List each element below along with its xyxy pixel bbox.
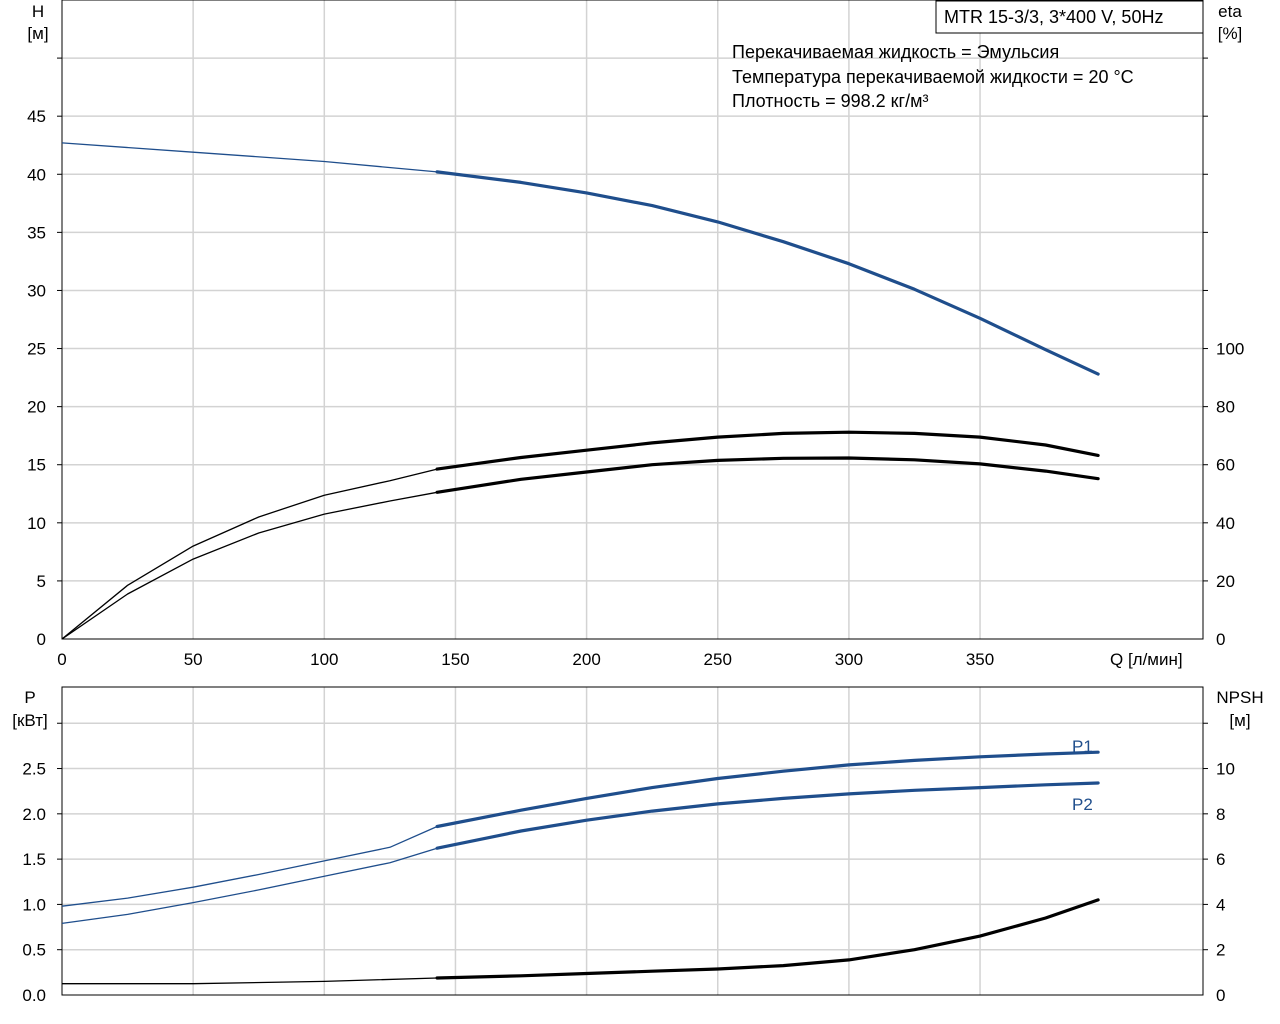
bottom-plot-frame xyxy=(61,686,1204,996)
p-axis-label-line1: P xyxy=(24,688,35,707)
bottom-left-tick-label: 0.5 xyxy=(22,941,46,960)
top-left-tick-label: 45 xyxy=(27,107,46,126)
top-left-tick-label: 30 xyxy=(27,281,46,300)
bottom-series-0-line xyxy=(435,750,1100,829)
bottom-right-tick-label: 0 xyxy=(1216,986,1225,1005)
bottom-series-2-line xyxy=(435,898,1100,980)
top-right-tick-label: 60 xyxy=(1216,456,1235,475)
x-tick-label: 0 xyxy=(57,650,66,669)
bottom-series-0-extrapolated-line xyxy=(61,825,438,907)
top-right-tick-label: 0 xyxy=(1216,630,1225,649)
bottom-right-tick-label: 2 xyxy=(1216,941,1225,960)
top-right-tick-label: 80 xyxy=(1216,398,1235,417)
bottom-series-1-extrapolated-line xyxy=(61,847,438,925)
bottom-grid xyxy=(62,687,1203,995)
x-tick-label: 100 xyxy=(310,650,338,669)
bottom-left-tick-label: 1.0 xyxy=(22,895,46,914)
top-ticks: 0 5 10 15 20 25 30 35 40 45 0 20 40 60 80 100 0 50 100 150 2… xyxy=(27,57,1244,669)
y-left-label-line1: H xyxy=(32,2,44,21)
x-tick-label: 50 xyxy=(184,650,203,669)
x-axis-label: Q [л/мин] xyxy=(1110,650,1183,669)
p-axis-label-line2: [кВт] xyxy=(12,711,47,730)
top-series-1-line xyxy=(435,430,1100,471)
top-left-tick-label: 0 xyxy=(37,630,46,649)
top-series xyxy=(61,142,1100,640)
chart-title: MTR 15-3/3, 3*400 V, 50Hz xyxy=(944,7,1163,27)
y-left-label-line2: [м] xyxy=(27,24,48,43)
bottom-left-tick-label: 1.5 xyxy=(22,850,46,869)
top-left-tick-label: 10 xyxy=(27,514,46,533)
x-tick-label: 350 xyxy=(966,650,994,669)
p1-series-label: P1 xyxy=(1072,737,1093,756)
bottom-right-tick-label: 4 xyxy=(1216,895,1225,914)
bottom-series-1-line xyxy=(435,781,1100,850)
top-grid xyxy=(62,0,1203,639)
top-right-tick-label: 20 xyxy=(1216,572,1235,591)
power-npsh-chart: 0.0 0.5 1.0 1.5 2.0 2.5 0 2 4 6 8 10 P [кВт] NPSH [… xyxy=(12,686,1264,1005)
x-tick-label: 200 xyxy=(572,650,600,669)
bottom-left-tick-label: 2.5 xyxy=(22,760,46,779)
top-series-2-line xyxy=(435,456,1100,494)
x-tick-label: 250 xyxy=(704,650,732,669)
bottom-right-tick-label: 10 xyxy=(1216,760,1235,779)
top-left-tick-label: 20 xyxy=(27,398,46,417)
x-tick-label: 300 xyxy=(835,650,863,669)
x-tick-label: 150 xyxy=(441,650,469,669)
top-left-tick-label: 5 xyxy=(37,572,46,591)
y-right-label-line1: eta xyxy=(1218,2,1242,21)
y-right-label-line2: [%] xyxy=(1218,24,1243,43)
top-series-1-extrapolated-line xyxy=(61,468,438,640)
bottom-right-tick-label: 6 xyxy=(1216,850,1225,869)
top-right-tick-label: 40 xyxy=(1216,514,1235,533)
bottom-left-tick-label: 2.0 xyxy=(22,805,46,824)
bottom-right-tick-label: 8 xyxy=(1216,805,1225,824)
top-plot-frame xyxy=(61,0,1204,640)
top-left-tick-label: 35 xyxy=(27,223,46,242)
bottom-series xyxy=(61,750,1100,985)
note-temperature: Температура перекачиваемой жидкости = 20… xyxy=(732,67,1134,87)
bottom-ticks: 0.0 0.5 1.0 1.5 2.0 2.5 0 2 4 6 8 10 xyxy=(22,722,1235,1005)
npsh-axis-label-line2: [м] xyxy=(1229,711,1250,730)
top-series-2-extrapolated-line xyxy=(61,491,438,640)
note-fluid: Перекачиваемая жидкость = Эмульсия xyxy=(732,42,1059,62)
note-density: Плотность = 998.2 кг/м³ xyxy=(732,91,928,111)
bottom-series-2-extrapolated-line xyxy=(62,977,438,985)
npsh-axis-label-line1: NPSH xyxy=(1216,688,1263,707)
top-series-0-extrapolated-line xyxy=(61,142,438,173)
top-left-tick-label: 40 xyxy=(27,165,46,184)
top-left-tick-label: 25 xyxy=(27,340,46,359)
title-box xyxy=(935,0,1204,34)
p2-series-label: P2 xyxy=(1072,795,1093,814)
top-right-tick-label: 100 xyxy=(1216,340,1244,359)
top-left-tick-label: 15 xyxy=(27,456,46,475)
bottom-left-tick-label: 0.0 xyxy=(22,986,46,1005)
head-efficiency-chart: 0 5 10 15 20 25 30 35 40 45 0 20 40 60 80 100 0 50 100 150 2… xyxy=(27,0,1244,669)
top-series-0-line xyxy=(435,170,1100,376)
